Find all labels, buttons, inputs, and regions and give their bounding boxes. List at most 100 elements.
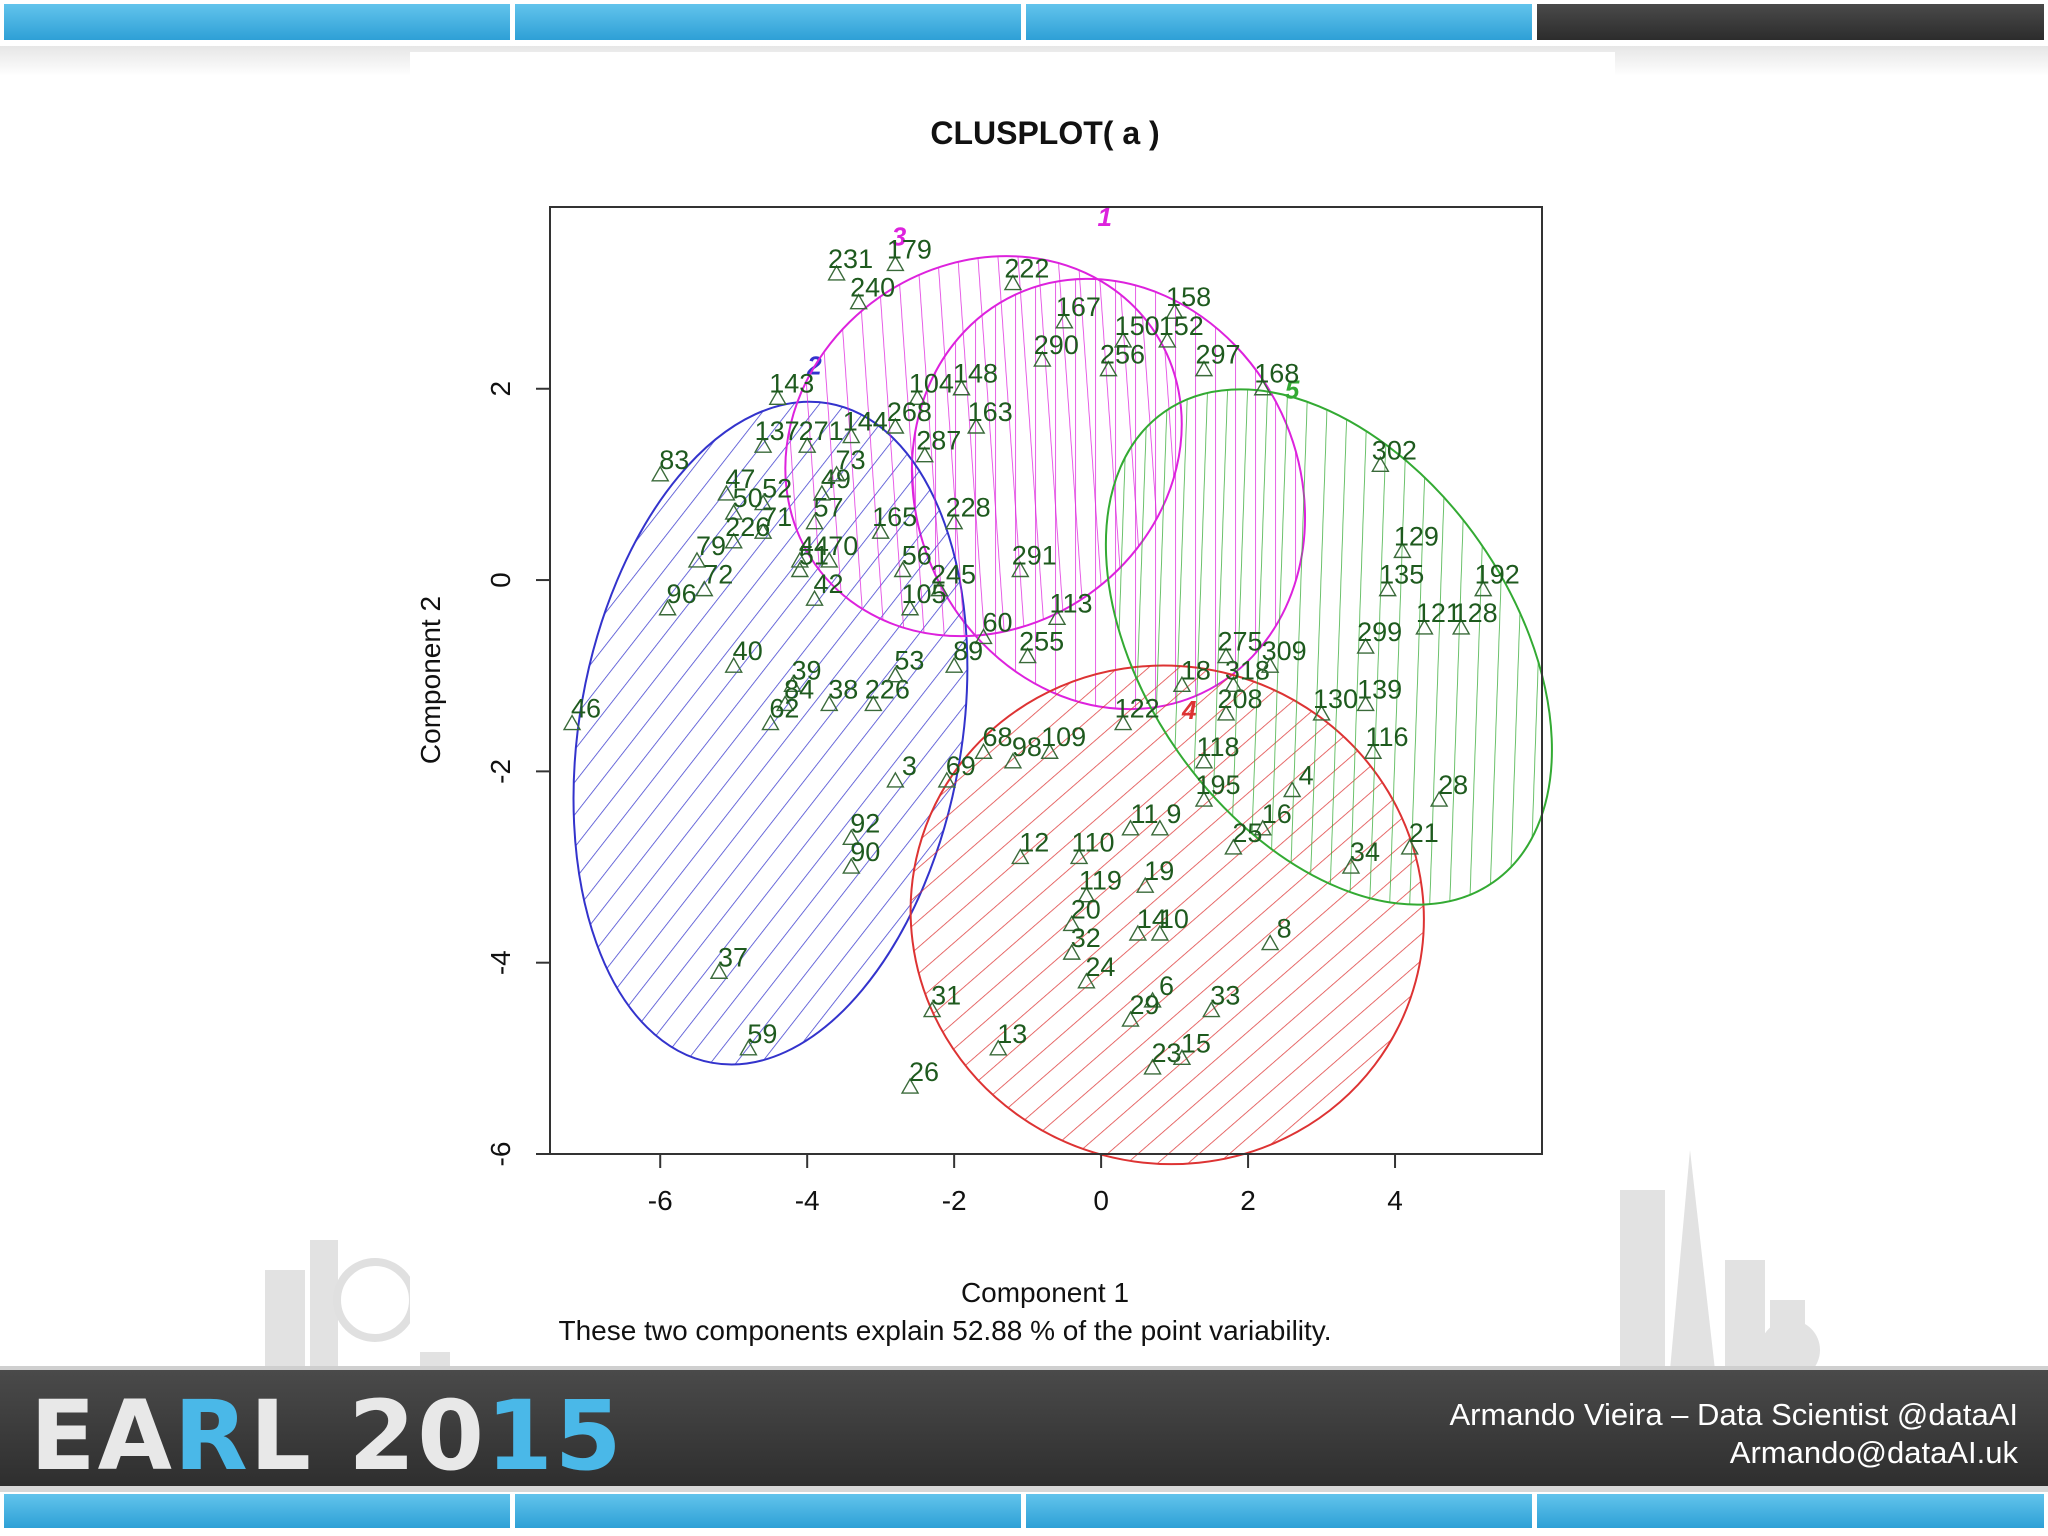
point-marker bbox=[1194, 752, 1214, 769]
point-label: 3 bbox=[902, 751, 917, 781]
point-label: 116 bbox=[1365, 722, 1408, 752]
earl-2015-logo: EARL 2015 bbox=[30, 1388, 624, 1484]
point-marker bbox=[1158, 331, 1177, 348]
point-label: 287 bbox=[916, 426, 961, 456]
point-marker bbox=[1121, 1010, 1140, 1027]
point-label: 299 bbox=[1357, 617, 1402, 647]
point-marker bbox=[871, 522, 890, 539]
data-point: 148 bbox=[952, 359, 998, 396]
data-point: 52 bbox=[753, 474, 792, 511]
data-point: 228 bbox=[944, 493, 991, 530]
chart-title: CLUSPLOT( a ) bbox=[930, 115, 1159, 151]
point-label: 167 bbox=[1056, 292, 1101, 322]
point-label: 83 bbox=[659, 445, 689, 475]
data-point: 245 bbox=[930, 560, 976, 597]
point-marker bbox=[1224, 838, 1243, 855]
point-label: 152 bbox=[1159, 311, 1204, 341]
point-label: 28 bbox=[1438, 770, 1468, 800]
point-marker bbox=[797, 436, 817, 453]
point-marker bbox=[1216, 647, 1236, 664]
point-label: 53 bbox=[894, 646, 924, 676]
point-marker bbox=[1077, 972, 1096, 989]
point-marker bbox=[886, 417, 905, 434]
point-marker bbox=[812, 484, 832, 501]
point-marker bbox=[651, 465, 670, 482]
point-marker bbox=[1260, 656, 1280, 673]
point-label: 139 bbox=[1357, 674, 1402, 704]
point-marker bbox=[842, 828, 861, 846]
point-label: 50 bbox=[733, 483, 763, 513]
data-point: 110 bbox=[1069, 827, 1115, 865]
data-point: 37 bbox=[709, 942, 748, 979]
data-point: 68 bbox=[974, 722, 1013, 759]
point-label: 245 bbox=[931, 560, 976, 590]
point-marker bbox=[1062, 915, 1081, 932]
x-tick-label: -2 bbox=[942, 1185, 967, 1216]
point-label: 118 bbox=[1196, 732, 1239, 762]
point-label: 70 bbox=[828, 531, 858, 561]
point-marker bbox=[1172, 675, 1192, 692]
x-tick-label: 2 bbox=[1240, 1185, 1256, 1216]
cluster-1-label: 1 bbox=[1098, 202, 1112, 232]
point-label: 137 bbox=[755, 416, 800, 446]
point-label: 59 bbox=[747, 1019, 777, 1049]
point-label: 129 bbox=[1394, 521, 1439, 551]
data-point: 83 bbox=[651, 445, 689, 482]
data-point: 121 bbox=[1415, 598, 1461, 635]
point-marker bbox=[864, 695, 883, 712]
point-marker bbox=[820, 551, 839, 568]
point-label: 24 bbox=[1085, 952, 1115, 982]
point-label: 60 bbox=[983, 607, 1013, 637]
point-label: 56 bbox=[902, 540, 932, 570]
point-label: 105 bbox=[902, 579, 947, 609]
data-point: 53 bbox=[886, 646, 924, 683]
point-label: 226 bbox=[725, 512, 770, 542]
point-label: 275 bbox=[1217, 627, 1262, 657]
point-label: 119 bbox=[1079, 866, 1122, 896]
point-marker bbox=[908, 388, 927, 406]
point-label: 4 bbox=[1299, 761, 1314, 791]
point-label: 98 bbox=[1012, 732, 1042, 762]
point-marker bbox=[1393, 541, 1412, 559]
point-marker bbox=[966, 417, 986, 434]
data-point: 73 bbox=[827, 445, 866, 482]
top-bar-segment bbox=[1026, 4, 1532, 40]
data-point: 39 bbox=[783, 655, 822, 692]
point-label: 44 bbox=[799, 531, 829, 561]
point-marker bbox=[1069, 848, 1089, 865]
point-label: 143 bbox=[769, 368, 814, 398]
point-marker bbox=[724, 532, 743, 549]
data-point: 287 bbox=[915, 426, 961, 463]
point-label: 42 bbox=[814, 569, 844, 599]
data-point: 79 bbox=[687, 531, 726, 568]
data-point: 302 bbox=[1371, 435, 1417, 472]
top-bar-segment bbox=[1537, 4, 2044, 40]
data-point: 33 bbox=[1202, 981, 1240, 1018]
data-point: 8 bbox=[1260, 914, 1292, 951]
data-point: 291 bbox=[1011, 540, 1057, 578]
point-label: 34 bbox=[1350, 837, 1380, 867]
data-point: 51 bbox=[790, 540, 829, 578]
point-marker bbox=[709, 962, 729, 979]
data-point: 62 bbox=[761, 694, 799, 731]
point-marker bbox=[1150, 819, 1170, 836]
data-point: 105 bbox=[900, 579, 947, 616]
cluster-5-ellipse bbox=[1104, 388, 1553, 906]
bottom-bar-segment bbox=[515, 1494, 1021, 1528]
point-marker bbox=[1202, 1001, 1221, 1018]
point-label: 40 bbox=[733, 636, 763, 666]
point-marker bbox=[1077, 886, 1096, 903]
point-marker bbox=[974, 628, 993, 645]
point-label: 52 bbox=[762, 474, 792, 504]
point-marker bbox=[1135, 876, 1155, 893]
data-point: 268 bbox=[886, 397, 932, 434]
point-marker bbox=[1400, 838, 1419, 855]
point-marker bbox=[739, 1039, 758, 1056]
point-label: 12 bbox=[1019, 827, 1049, 857]
point-marker bbox=[562, 714, 582, 731]
x-tick-label: -6 bbox=[648, 1185, 673, 1216]
data-point: 57 bbox=[805, 493, 844, 530]
point-label: 47 bbox=[725, 464, 755, 494]
point-marker bbox=[775, 695, 795, 712]
point-label: 309 bbox=[1262, 636, 1307, 666]
